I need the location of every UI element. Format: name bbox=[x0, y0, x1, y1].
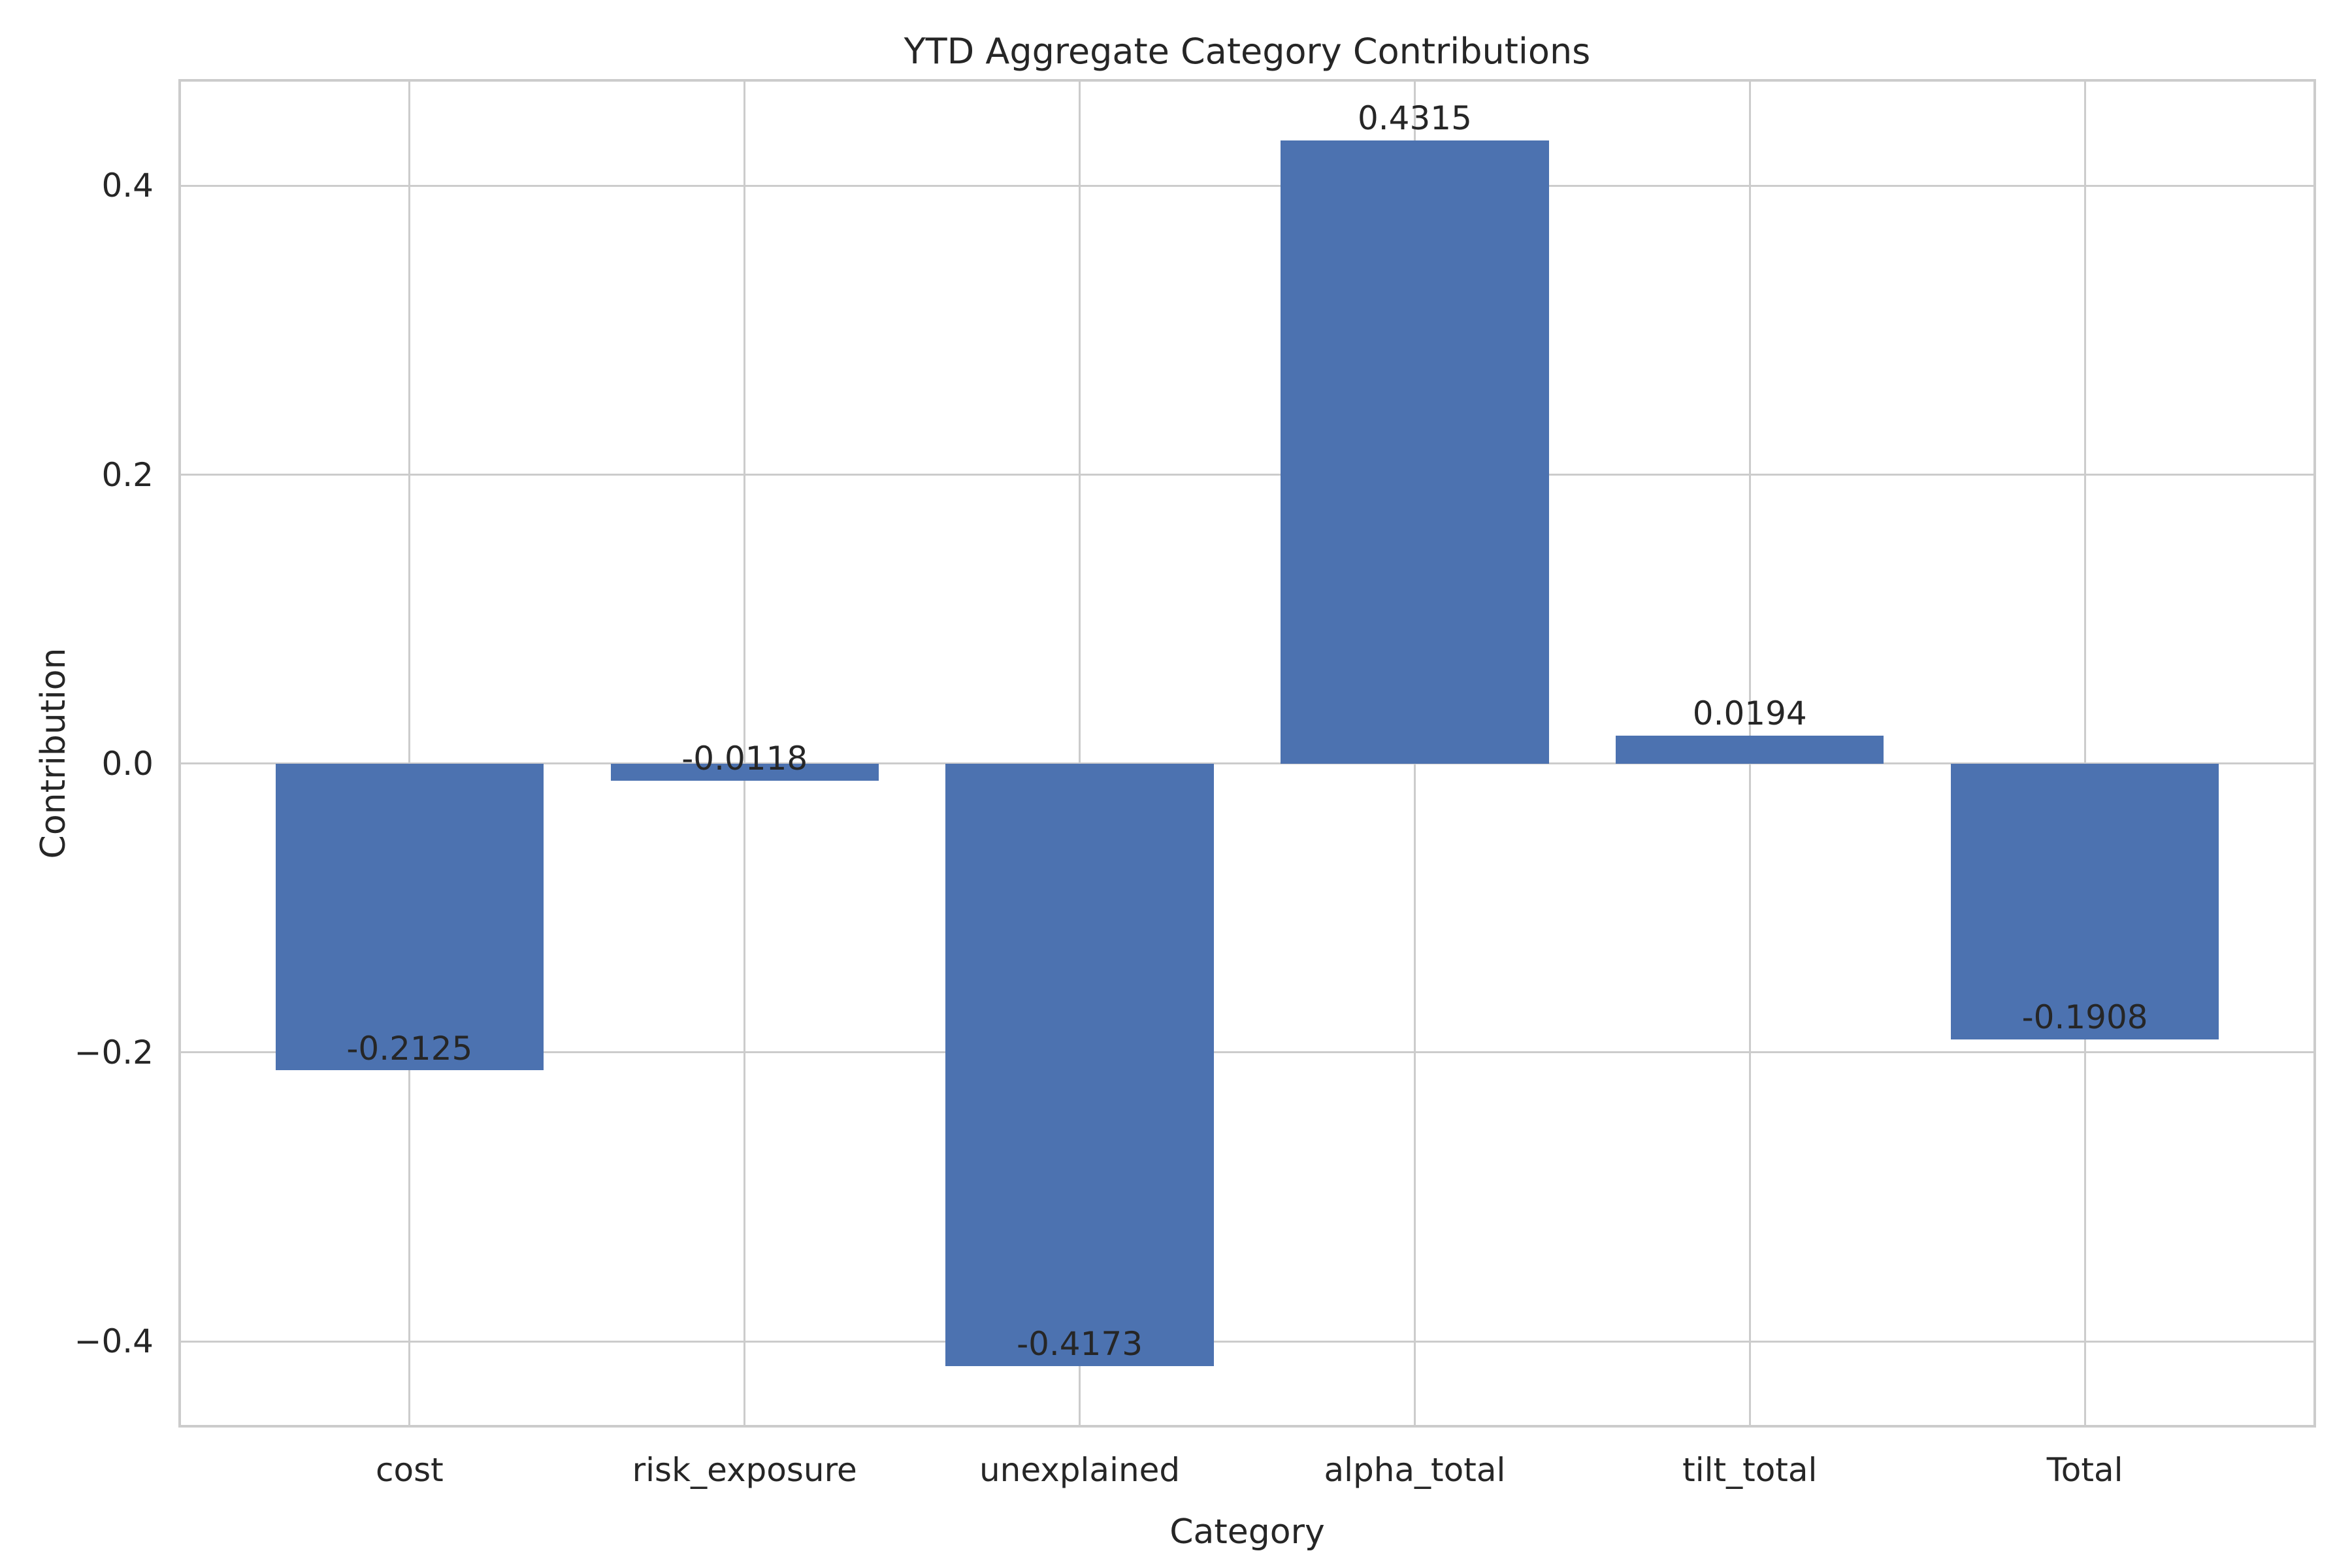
h-gridline bbox=[178, 474, 2316, 476]
bar bbox=[610, 763, 879, 781]
v-gridline bbox=[743, 79, 746, 1428]
v-gridline bbox=[2083, 79, 2086, 1428]
bar-value-label: -0.1908 bbox=[2021, 998, 2148, 1036]
y-tick-label: −0.2 bbox=[74, 1033, 154, 1071]
bar bbox=[1281, 140, 1549, 764]
bar bbox=[945, 763, 1214, 1367]
h-gridline bbox=[178, 762, 2316, 765]
v-gridline bbox=[408, 79, 411, 1428]
bar bbox=[275, 763, 544, 1071]
bar bbox=[1616, 735, 1884, 764]
bar bbox=[1950, 763, 2219, 1039]
x-tick-label: tilt_total bbox=[1682, 1451, 1818, 1489]
h-gridline bbox=[178, 1340, 2316, 1343]
x-tick-label: risk_exposure bbox=[632, 1451, 857, 1489]
y-tick-label: 0.0 bbox=[101, 744, 154, 783]
bar-value-label: 0.0194 bbox=[1692, 694, 1807, 732]
bar-value-label: -0.0118 bbox=[681, 739, 808, 777]
chart-title: YTD Aggregate Category Contributions bbox=[904, 31, 1591, 72]
h-gridline bbox=[178, 184, 2316, 187]
h-gridline bbox=[178, 1051, 2316, 1054]
bar-value-label: -0.4173 bbox=[1017, 1325, 1143, 1364]
bar-value-label: 0.4315 bbox=[1357, 99, 1472, 137]
x-axis-label: Category bbox=[1169, 1512, 1325, 1552]
y-tick-label: 0.2 bbox=[101, 455, 154, 494]
v-gridline bbox=[1079, 79, 1081, 1428]
x-tick-label: alpha_total bbox=[1324, 1451, 1506, 1489]
x-tick-label: cost bbox=[375, 1451, 444, 1489]
y-tick-label: −0.4 bbox=[74, 1322, 154, 1360]
plot-area: -0.2125 -0.0118 -0.4173 0.4315 0.0194 -0.1908 bbox=[178, 79, 2316, 1428]
x-tick-label: Total bbox=[2046, 1451, 2123, 1489]
x-tick-label: unexplained bbox=[979, 1451, 1181, 1489]
bar-value-label: -0.2125 bbox=[346, 1029, 473, 1068]
y-tick-label: 0.4 bbox=[101, 167, 154, 205]
